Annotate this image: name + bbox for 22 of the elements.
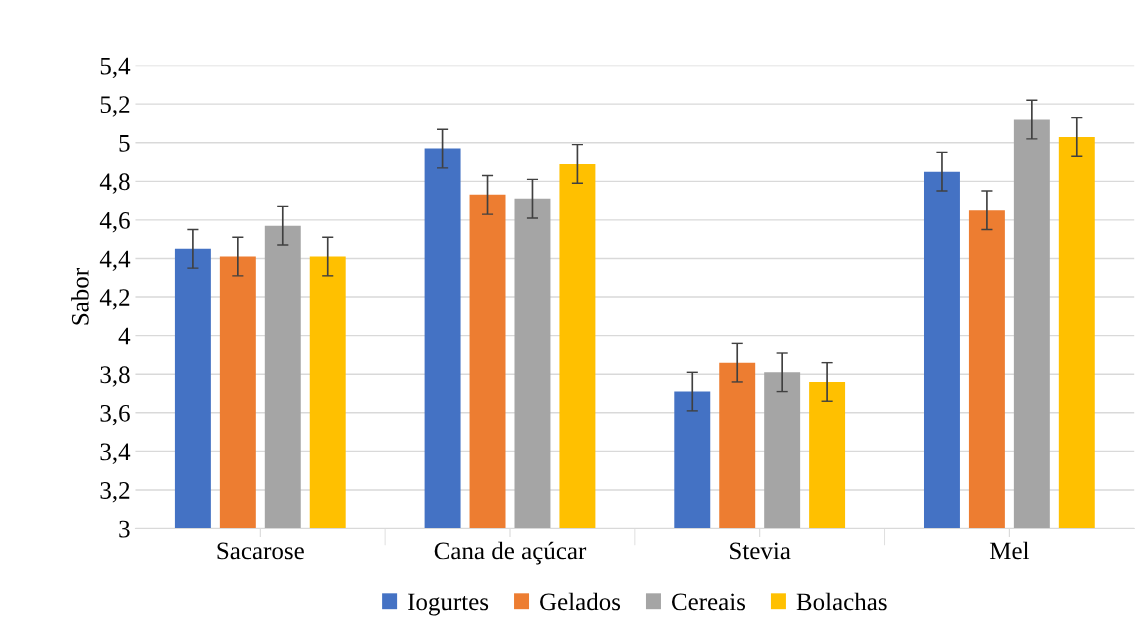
y-tick-label: 4,8 — [99, 173, 130, 194]
legend-label: Cereais — [671, 593, 746, 611]
y-tick-label: 3,4 — [100, 443, 131, 464]
x-tick-label: Mel — [989, 541, 1030, 560]
legend-label: Bolachas — [796, 592, 887, 611]
y-tick-label: 3,2 — [100, 482, 130, 503]
y-tick-label: 3,8 — [100, 366, 130, 387]
y-tick-label: 4 — [118, 327, 131, 345]
y-tick-label: 5,4 — [100, 57, 131, 79]
y-tick-label: 3,6 — [100, 404, 130, 426]
x-tick-label: Cana de açúcar — [434, 541, 587, 565]
y-tick-label: 4,2 — [99, 289, 130, 310]
x-tick-label: Stevia — [730, 542, 791, 560]
legend-label: Gelados — [540, 592, 621, 611]
x-tick-label: Sacarose — [217, 542, 304, 560]
y-axis-title: Sabor — [71, 268, 89, 325]
y-tick-label: 5,2 — [100, 96, 130, 117]
y-tick-label: 4,6 — [99, 212, 130, 233]
legend-label: Iogurtes — [408, 593, 489, 616]
y-tick-label: 5 — [119, 135, 130, 152]
y-tick-label: 3 — [119, 520, 130, 538]
y-tick-label: 4,4 — [99, 250, 131, 271]
